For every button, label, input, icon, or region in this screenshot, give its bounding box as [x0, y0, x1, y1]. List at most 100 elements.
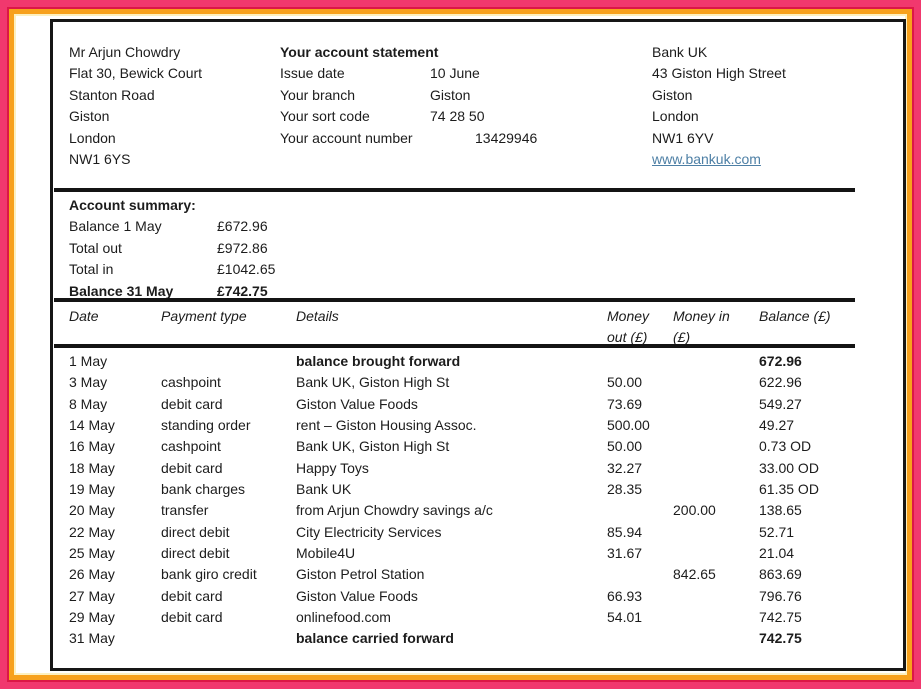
column-header: Money in (£) [673, 308, 730, 346]
decorative-frame-orange: Mr Arjun Chowdry Flat 30, Bewick Court Sta… [9, 9, 912, 680]
cell-payment-type: cashpoint [161, 374, 221, 391]
cell-details: Bank UK, Giston High St [296, 438, 450, 455]
bank-website-link[interactable]: www.bankuk.com [652, 151, 761, 168]
statement-field-label: Your account number [280, 129, 413, 146]
cell-money-out: 32.27 [607, 459, 643, 476]
customer-address-line: Flat 30, Bewick Court [69, 65, 203, 82]
statement-field-label: Your branch [280, 86, 355, 103]
table-row: 25 May direct debit Mobile4U 31.67 21.04 [53, 543, 903, 564]
cell-balance: 796.76 [759, 587, 802, 604]
table-row: 8 May debit card Giston Value Foods 73.69 54… [53, 394, 903, 415]
cell-balance: 21.04 [759, 545, 795, 562]
table-row: 22 May direct debit City Electricity Servi… [53, 522, 903, 543]
account-summary-label: Balance 1 May [69, 218, 162, 235]
account-summary-value: £1042.65 [217, 261, 276, 278]
cell-details: Giston Value Foods [296, 587, 418, 604]
cell-money-out: 73.69 [607, 395, 643, 412]
cell-details: Happy Toys [296, 459, 369, 476]
cell-details: balance carried forward [296, 630, 454, 647]
cell-money-out: 50.00 [607, 374, 643, 391]
cell-balance: 863.69 [759, 566, 802, 583]
cell-payment-type: debit card [161, 609, 223, 626]
cell-balance: 33.00 OD [759, 459, 819, 476]
account-summary-row: Total in £1042.65 [69, 259, 275, 280]
cell-balance: 549.27 [759, 395, 802, 412]
cell-money-out: 50.00 [607, 438, 643, 455]
cell-money-out: 28.35 [607, 481, 643, 498]
cell-details: from Arjun Chowdry savings a/c [296, 502, 493, 519]
bank-address-line: Bank UK [652, 44, 708, 60]
cell-balance: 672.96 [759, 353, 802, 369]
account-summary-row: Total out £972.86 [69, 238, 268, 259]
customer-address-line: London [69, 129, 116, 146]
table-row: 27 May debit card Giston Value Foods 66.93 7… [53, 586, 903, 607]
cell-balance: 49.27 [759, 417, 795, 434]
table-row: 31 May balance carried forward 742.75 [53, 628, 903, 649]
cell-money-out: 500.00 [607, 417, 650, 434]
table-header: Date Payment type Details Money out (£) Mone… [53, 306, 903, 348]
decorative-frame-white: Mr Arjun Chowdry Flat 30, Bewick Court Sta… [16, 16, 906, 673]
cell-details: City Electricity Services [296, 523, 442, 540]
column-header: Payment type [161, 308, 247, 324]
account-summary-title: Account summary: [69, 197, 196, 213]
cell-balance: 138.65 [759, 502, 802, 519]
statement-fields: Issue date 10 June Your branch Giston Your s… [280, 63, 610, 149]
cell-payment-type: cashpoint [161, 438, 221, 455]
customer-address-line: Mr Arjun Chowdry [69, 44, 181, 60]
bank-address-lines: Bank UK 43 Giston High Street Giston London… [652, 42, 786, 149]
cell-money-out: 66.93 [607, 587, 643, 604]
column-header: Details [296, 308, 339, 324]
column-header: Money out (£) [607, 308, 650, 346]
account-summary-value: £742.75 [217, 282, 268, 299]
account-summary-row: Balance 1 May £672.96 [69, 216, 268, 237]
cell-balance: 61.35 OD [759, 481, 819, 498]
statement-field-value: 10 June [430, 65, 480, 82]
cell-payment-type: bank charges [161, 481, 246, 498]
cell-balance: 52.71 [759, 523, 795, 540]
statement-field: Your account number 13429946 [280, 128, 610, 149]
table-row: 18 May debit card Happy Toys 32.27 33.00 OD [53, 458, 903, 479]
account-summary-label: Total out [69, 239, 122, 256]
table-row: 14 May standing order rent – Giston Housin… [53, 415, 903, 436]
cell-details: onlinefood.com [296, 609, 391, 626]
statement-field-value: 13429946 [475, 129, 538, 146]
cell-money-out: 85.94 [607, 523, 643, 540]
column-header: Date [69, 308, 99, 324]
customer-address: Mr Arjun Chowdry Flat 30, Bewick Court Sta… [69, 42, 202, 170]
decorative-frame-cream: Mr Arjun Chowdry Flat 30, Bewick Court Sta… [14, 14, 907, 675]
account-summary-rows: Balance 1 May £672.96 Total out £972.86 Tota… [69, 216, 275, 302]
cell-date: 25 May [69, 545, 115, 562]
divider-rule-header-bottom [54, 344, 855, 348]
cell-balance: 742.75 [759, 609, 802, 626]
cell-date: 1 May [69, 353, 108, 369]
cell-money-in: 842.65 [673, 566, 716, 583]
statement-page: Mr Arjun Chowdry Flat 30, Bewick Court Sta… [50, 19, 906, 671]
cell-payment-type: debit card [161, 395, 223, 412]
cell-balance: 742.75 [759, 630, 802, 647]
cell-date: 29 May [69, 609, 115, 626]
table-row: 16 May cashpoint Bank UK, Giston High St 50… [53, 436, 903, 457]
statement-field-label: Your sort code [280, 108, 370, 125]
bank-address-line: London [652, 108, 699, 125]
cell-date: 3 May [69, 374, 108, 391]
cell-details: Bank UK, Giston High St [296, 374, 450, 391]
cell-details: Bank UK [296, 481, 352, 498]
statement-field-value: Giston [430, 86, 471, 103]
cell-money-out: 54.01 [607, 609, 643, 626]
table-row: 1 May balance brought forward 672.96 [53, 351, 903, 372]
table-row: 19 May bank charges Bank UK 28.35 61.35 OD [53, 479, 903, 500]
account-summary: Account summary: Balance 1 May £672.96 Tot… [69, 195, 275, 302]
statement-title: Your account statement [280, 44, 439, 60]
cell-details: Giston Petrol Station [296, 566, 425, 583]
cell-date: 20 May [69, 502, 115, 519]
cell-date: 27 May [69, 587, 115, 604]
divider-rule-top [54, 188, 855, 192]
bank-address-line: NW1 6YV [652, 129, 714, 146]
account-summary-value: £972.86 [217, 239, 268, 256]
statement-field-value: 74 28 50 [430, 108, 485, 125]
bank-address-line: Giston [652, 86, 693, 103]
statement-field-label: Issue date [280, 65, 345, 82]
cell-details: balance brought forward [296, 353, 461, 369]
transactions-table: 1 May balance brought forward 672.96 3 May c… [53, 351, 903, 650]
